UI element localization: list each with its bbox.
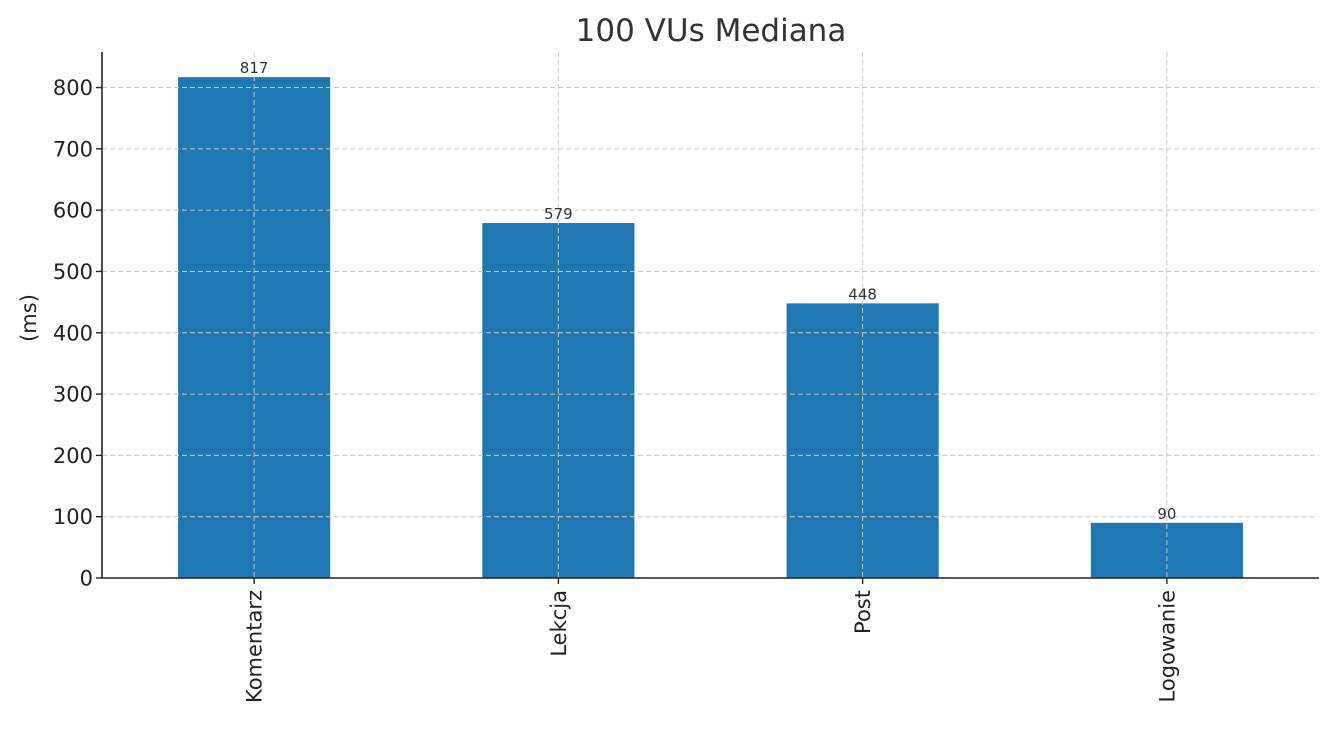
data-label-lekcja: 579 [544,205,573,223]
x-tick-label-lekcja: Lekcja [547,590,571,657]
x-tick-label-komentarz: Komentarz [243,590,267,703]
x-tick-label-logowanie: Logowanie [1155,590,1179,702]
y-tick-label: 0 [80,567,93,591]
axes [96,52,1319,584]
chart-title: 100 VUs Mediana [576,13,847,49]
data-label-komentarz: 817 [240,59,269,77]
data-label-logowanie: 90 [1157,505,1176,523]
y-tick-label: 600 [53,199,93,223]
y-axis-label: (ms) [17,294,41,342]
y-tick-label: 100 [53,505,93,529]
y-tick-label: 300 [53,383,93,407]
labels: 0 100 200 300 400 500 600 700 800 Komentarz Lekcja… [53,59,1179,703]
y-tick-label: 400 [53,321,93,345]
y-tick-label: 700 [53,137,93,161]
y-tick-label: 500 [53,260,93,284]
y-tick-label: 800 [53,76,93,100]
data-label-post: 448 [848,285,877,303]
grid [102,52,1319,578]
bars [178,77,1243,579]
y-tick-label: 200 [53,444,93,468]
x-tick-label-post: Post [851,590,875,634]
